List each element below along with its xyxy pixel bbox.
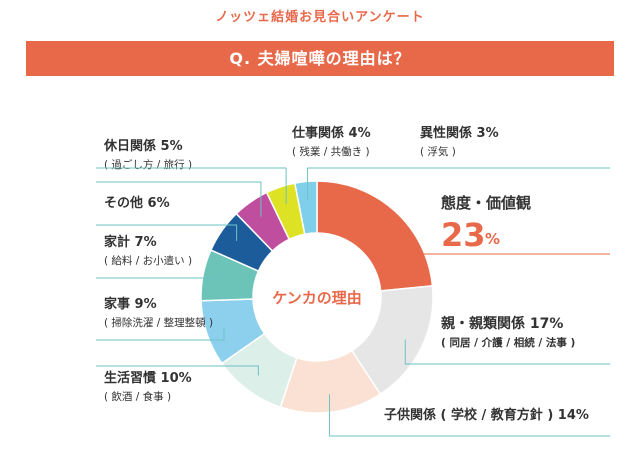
leader-line-6 — [96, 224, 238, 241]
leader-line-8 — [96, 167, 287, 204]
slice-sublabel-8: ( 残業 / 共働き ) — [292, 145, 370, 158]
slice-sublabel-4: ( 掃除洗濯 / 整理整頓 ) — [104, 316, 213, 329]
slice-sublabel-7: ( 過ごし方 / 旅行 ) — [104, 158, 192, 171]
leader-line-9 — [307, 167, 610, 200]
slice-sublabel-3: ( 飲酒 / 食事 ) — [104, 390, 171, 403]
question-banner: Q. 夫婦喧嘩の理由は？ — [26, 41, 614, 76]
slice-9 — [293, 180, 318, 236]
slice-unit-0: % — [485, 230, 500, 248]
slice-label-5: 家計 7% — [104, 234, 157, 250]
leader-line-7 — [96, 181, 262, 217]
slice-label-0: 態度・価値観 — [441, 194, 531, 212]
slice-sublabel-5: ( 給料 / お小遣い ) — [104, 254, 192, 267]
slice-label-1: 親・親類関係 17% — [441, 315, 563, 332]
slice-0 — [316, 180, 434, 292]
slice-label-3: 生活習慣 10% — [104, 370, 192, 386]
leader-line-2 — [329, 394, 610, 437]
slice-label-6: その他 6% — [104, 195, 170, 211]
slice-label-2: 子供関係 ( 学校 / 教育方針 ) 14% — [384, 407, 589, 423]
center-label: ケンカの理由 — [272, 289, 362, 307]
slice-value-0: 23 — [441, 216, 486, 254]
slice-label-4: 家事 9% — [104, 296, 157, 312]
slice-sublabel-1: ( 同居 / 介護 / 相続 / 法事 ) — [441, 336, 575, 349]
slice-label-9: 異性関係 3% — [420, 125, 499, 141]
slice-label-8: 仕事関係 4% — [291, 125, 371, 141]
leader-line-0 — [382, 224, 610, 255]
leader-line-4 — [96, 327, 225, 341]
survey-title: ノッツェ結婚お見合いアンケート — [215, 10, 425, 25]
leader-line-3 — [96, 365, 259, 376]
slice-label-7: 休日関係 5% — [103, 138, 183, 154]
leader-line-1 — [404, 339, 610, 365]
slice-sublabel-9: ( 浮気 ) — [420, 145, 456, 158]
